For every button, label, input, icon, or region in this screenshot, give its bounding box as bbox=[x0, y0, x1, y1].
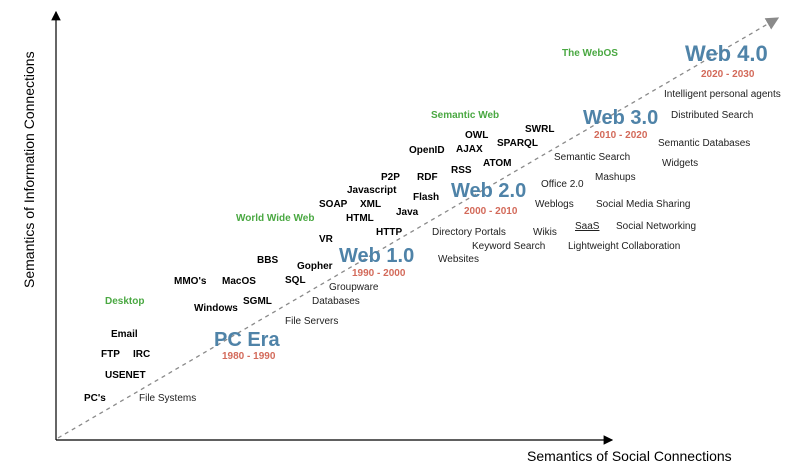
era-years-pc: 1980 - 1990 bbox=[222, 351, 276, 362]
app-websites: Websites bbox=[438, 254, 479, 265]
era-title-web1: Web 1.0 bbox=[339, 245, 414, 267]
app-groupware: Groupware bbox=[329, 282, 379, 293]
category-www: World Wide Web bbox=[236, 213, 314, 224]
app-mashups: Mashups bbox=[595, 172, 636, 183]
tech-vr: VR bbox=[319, 234, 334, 245]
era-years-web2: 2000 - 2010 bbox=[464, 206, 518, 217]
tech-pcs: PC's bbox=[84, 393, 106, 404]
tech-usenet: USENET bbox=[105, 370, 146, 381]
tech-email: Email bbox=[111, 329, 138, 340]
tech-soap: SOAP bbox=[319, 199, 348, 210]
tech-java: Java bbox=[396, 207, 419, 218]
era-title-web3: Web 3.0 bbox=[583, 107, 658, 129]
category-webos: The WebOS bbox=[562, 48, 618, 59]
tech-ftp: FTP bbox=[101, 349, 120, 360]
era-years-web1: 1990 - 2000 bbox=[352, 268, 406, 279]
tech-javascript: Javascript bbox=[347, 185, 397, 196]
era-years-web4: 2020 - 2030 bbox=[701, 69, 755, 80]
tech-atom: ATOM bbox=[483, 158, 512, 169]
tech-mmos: MMO's bbox=[174, 276, 207, 287]
trend-arrow bbox=[57, 17, 780, 439]
tech-rdf: RDF bbox=[417, 172, 438, 183]
tech-bbs: BBS bbox=[257, 255, 278, 266]
app-weblogs: Weblogs bbox=[535, 199, 574, 210]
app-directory-portals: Directory Portals bbox=[432, 227, 506, 238]
tech-swrl: SWRL bbox=[525, 124, 554, 135]
tech-macos: MacOS bbox=[222, 276, 256, 287]
tech-p2p: P2P bbox=[381, 172, 400, 183]
app-databases: Databases bbox=[312, 296, 360, 307]
tech-http: HTTP bbox=[376, 227, 402, 238]
app-office-2: Office 2.0 bbox=[541, 179, 584, 190]
category-semantic-web: Semantic Web bbox=[431, 110, 499, 121]
category-desktop: Desktop bbox=[105, 296, 144, 307]
app-lightweight-collaboration: Lightweight Collaboration bbox=[568, 241, 680, 252]
tech-sql: SQL bbox=[285, 275, 306, 286]
app-semantic-search: Semantic Search bbox=[554, 152, 630, 163]
app-social-networking: Social Networking bbox=[616, 221, 696, 232]
era-years-web3: 2010 - 2020 bbox=[594, 130, 648, 141]
tech-sparql: SPARQL bbox=[497, 138, 538, 149]
tech-openid: OpenID bbox=[409, 145, 445, 156]
app-social-media-sharing: Social Media Sharing bbox=[596, 199, 691, 210]
tech-flash: Flash bbox=[413, 192, 439, 203]
tech-windows: Windows bbox=[194, 303, 238, 314]
app-widgets: Widgets bbox=[662, 158, 698, 169]
app-file-servers: File Servers bbox=[285, 316, 338, 327]
tech-owl: OWL bbox=[465, 130, 488, 141]
tech-sgml: SGML bbox=[243, 296, 272, 307]
app-semantic-databases: Semantic Databases bbox=[658, 138, 750, 149]
era-title-pc: PC Era bbox=[214, 329, 280, 351]
app-wikis: Wikis bbox=[533, 227, 557, 238]
tech-irc: IRC bbox=[133, 349, 150, 360]
tech-gopher: Gopher bbox=[297, 261, 333, 272]
tech-ajax: AJAX bbox=[456, 144, 483, 155]
y-axis-label: Semantics of Information Connections bbox=[21, 51, 37, 288]
app-distributed-search: Distributed Search bbox=[671, 110, 753, 121]
app-file-systems: File Systems bbox=[139, 393, 196, 404]
era-title-web4: Web 4.0 bbox=[685, 41, 768, 66]
tech-xml: XML bbox=[360, 199, 381, 210]
tech-rss: RSS bbox=[451, 165, 472, 176]
tech-html: HTML bbox=[346, 213, 374, 224]
x-axis-label: Semantics of Social Connections bbox=[527, 448, 732, 464]
app-keyword-search: Keyword Search bbox=[472, 241, 545, 252]
app-intelligent-personal-agents: Intelligent personal agents bbox=[664, 89, 781, 100]
app-saas: SaaS bbox=[575, 221, 600, 232]
era-title-web2: Web 2.0 bbox=[451, 180, 526, 202]
